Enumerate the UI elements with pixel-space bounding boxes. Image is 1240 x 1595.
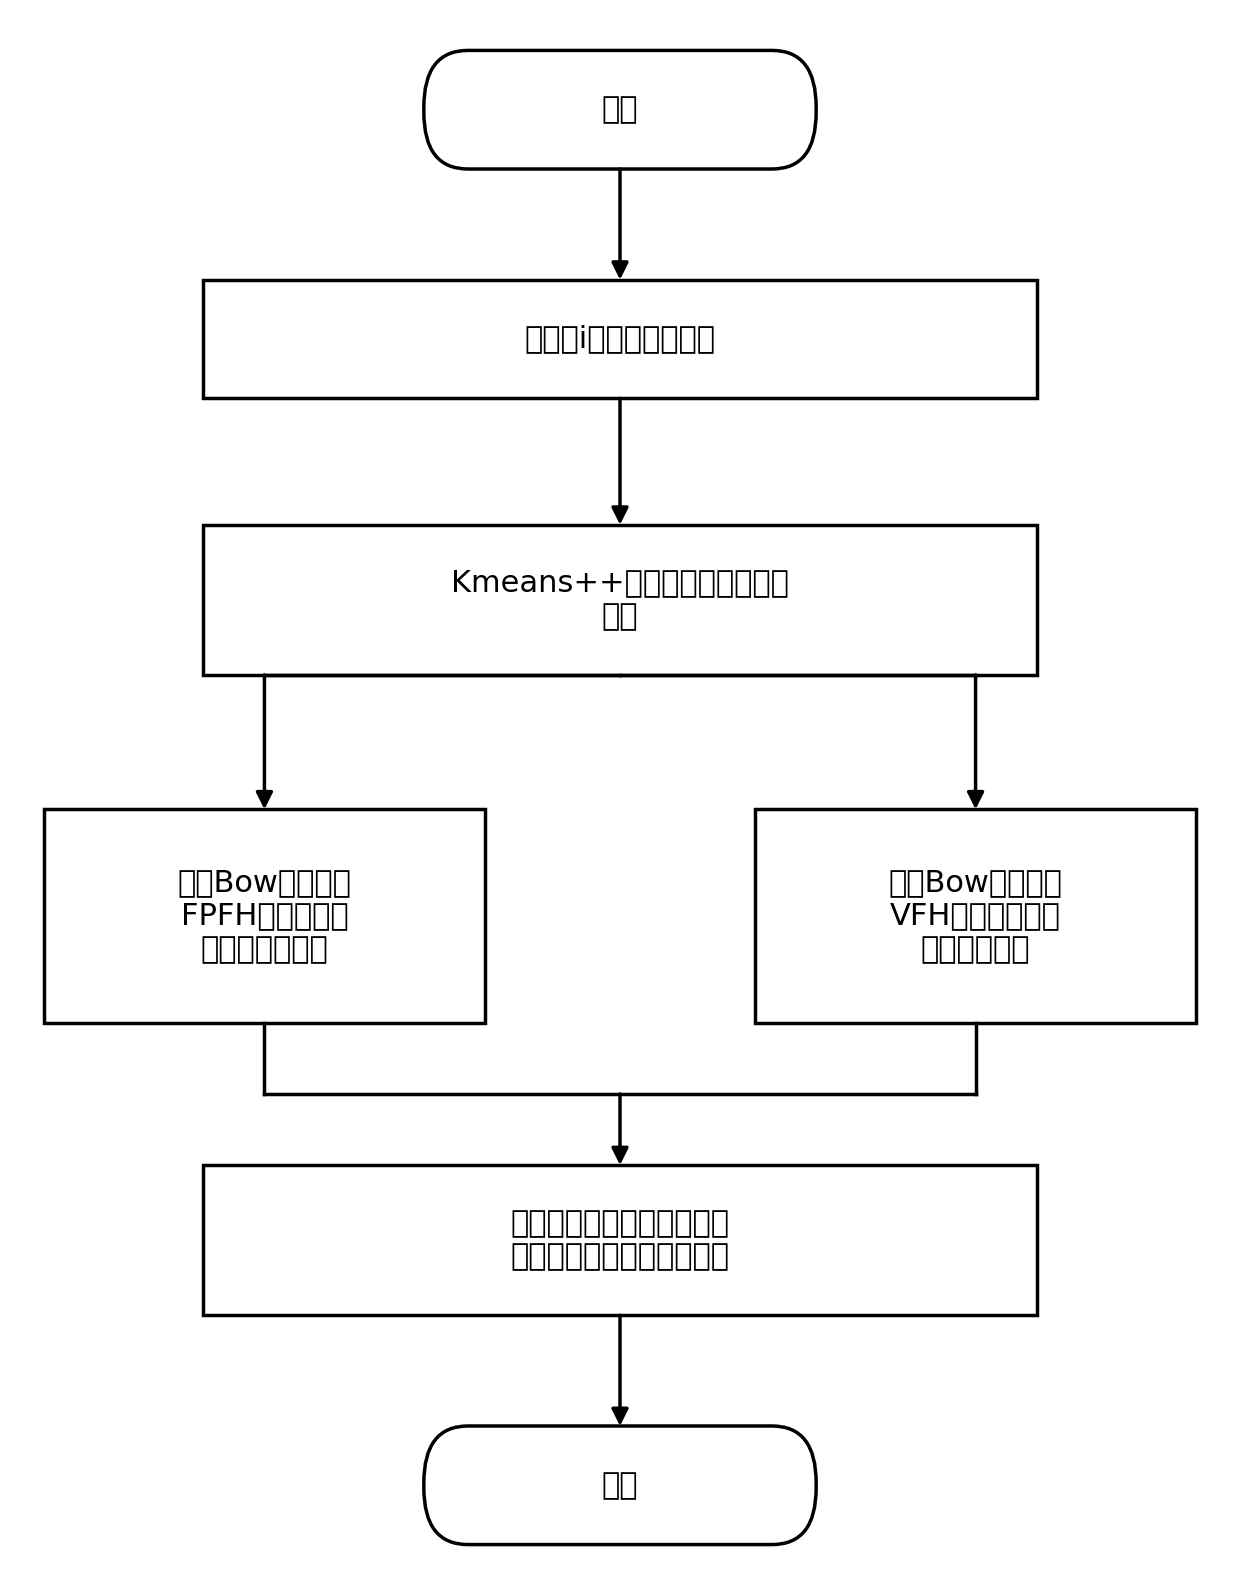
Text: 利用Bow模型得到
VFH描述子对应的
多维特征向量: 利用Bow模型得到 VFH描述子对应的 多维特征向量	[889, 868, 1063, 965]
Text: 利用Bow模型得到
FPFH描述子对应
的多维特征向量: 利用Bow模型得到 FPFH描述子对应 的多维特征向量	[177, 868, 351, 965]
FancyBboxPatch shape	[424, 51, 816, 169]
Bar	[203, 279, 1037, 399]
Bar	[43, 809, 485, 1022]
Text: 输入第i类三维点云文件: 输入第i类三维点云文件	[525, 324, 715, 354]
Bar	[203, 525, 1037, 675]
Text: 结束: 结束	[601, 1471, 639, 1499]
FancyBboxPatch shape	[424, 1426, 816, 1544]
Bar	[755, 809, 1197, 1022]
Bar	[203, 1164, 1037, 1316]
Text: Kmeans++聚类算法得到视觉单
词库: Kmeans++聚类算法得到视觉单 词库	[451, 568, 789, 632]
Text: 特征级融合得到新的多维向
量，实现对三维点云的描述: 特征级融合得到新的多维向 量，实现对三维点云的描述	[511, 1209, 729, 1271]
Text: 开始: 开始	[601, 96, 639, 124]
